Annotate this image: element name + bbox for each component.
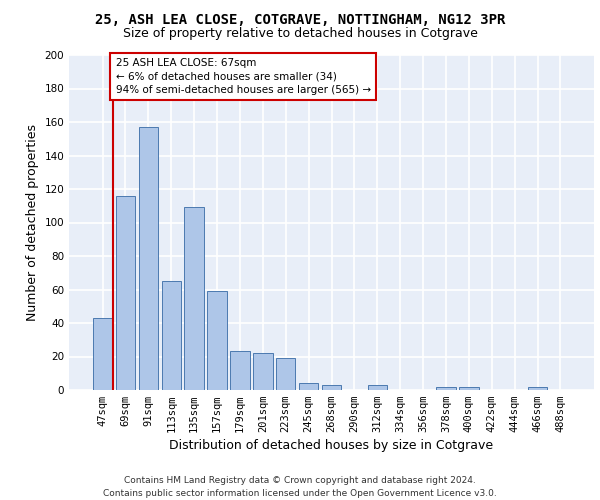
- Text: 25, ASH LEA CLOSE, COTGRAVE, NOTTINGHAM, NG12 3PR: 25, ASH LEA CLOSE, COTGRAVE, NOTTINGHAM,…: [95, 12, 505, 26]
- Bar: [436, 386, 455, 390]
- Bar: [276, 358, 295, 390]
- Bar: [161, 281, 181, 390]
- Bar: [253, 353, 272, 390]
- Bar: [139, 127, 158, 390]
- Bar: [208, 291, 227, 390]
- Bar: [184, 208, 204, 390]
- Bar: [116, 196, 135, 390]
- Bar: [368, 385, 387, 390]
- Bar: [528, 386, 547, 390]
- Text: Size of property relative to detached houses in Cotgrave: Size of property relative to detached ho…: [122, 28, 478, 40]
- Text: Contains HM Land Registry data © Crown copyright and database right 2024.
Contai: Contains HM Land Registry data © Crown c…: [103, 476, 497, 498]
- Y-axis label: Number of detached properties: Number of detached properties: [26, 124, 39, 321]
- Text: 25 ASH LEA CLOSE: 67sqm
← 6% of detached houses are smaller (34)
94% of semi-det: 25 ASH LEA CLOSE: 67sqm ← 6% of detached…: [116, 58, 371, 94]
- Bar: [322, 385, 341, 390]
- Bar: [93, 318, 112, 390]
- Bar: [459, 386, 479, 390]
- X-axis label: Distribution of detached houses by size in Cotgrave: Distribution of detached houses by size …: [169, 440, 494, 452]
- Bar: [299, 384, 319, 390]
- Bar: [230, 352, 250, 390]
